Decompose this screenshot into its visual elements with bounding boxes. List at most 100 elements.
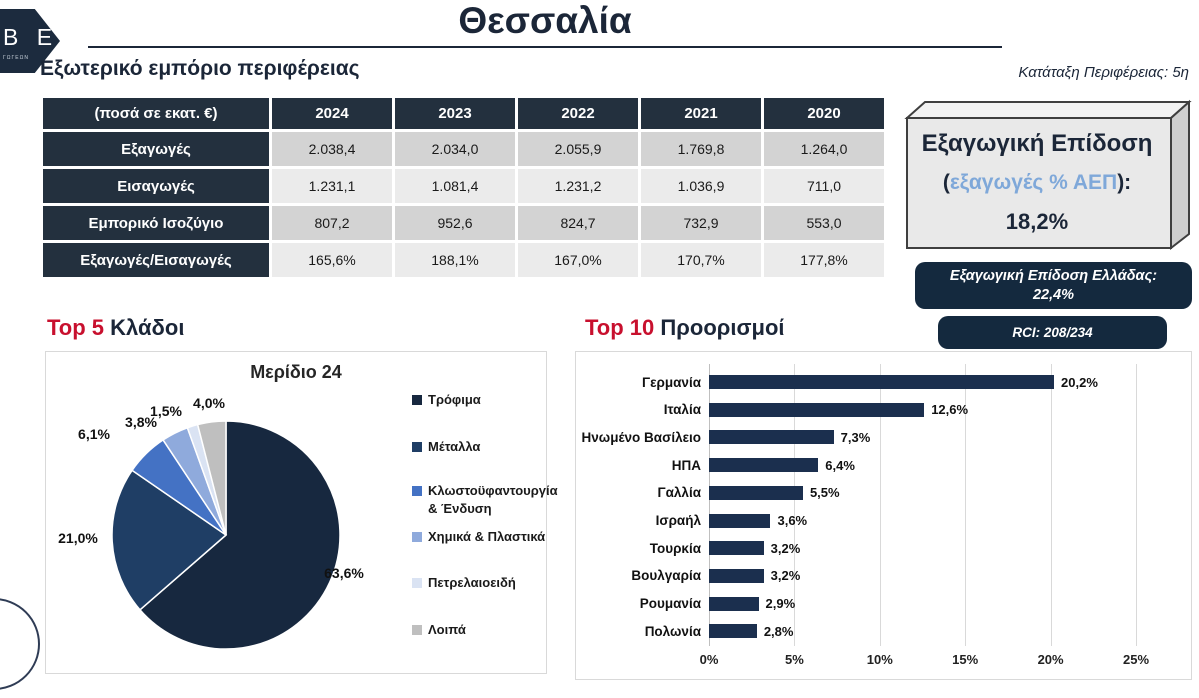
bar-row: Γαλλία 5,5% xyxy=(576,479,1176,507)
bar-row: Τουρκία 3,2% xyxy=(576,534,1176,562)
table-cell: 711,0 xyxy=(764,169,884,203)
table-year-header: 2024 xyxy=(272,98,392,129)
logo-text: B E xyxy=(3,24,59,50)
x-axis-tick-label: 10% xyxy=(866,652,893,667)
destinations-heading: Top 10 Προορισμοί xyxy=(585,315,785,340)
table-row: Εμπορικό Ισοζύγιο 807,2 952,6 824,7 732,9 553… xyxy=(43,206,884,240)
sectors-pie-chart: Μερίδιο 24 63,6% 21,0% 6,1% 3,8% 1,5% 4,0% Τρ… xyxy=(45,351,558,674)
pie-percent-label: 4,0% xyxy=(193,395,225,411)
table-cell: 1.769,8 xyxy=(641,132,761,166)
pie-graphic xyxy=(111,420,341,650)
bar-category-label: Ιταλία xyxy=(663,402,701,418)
table-cell: 553,0 xyxy=(764,206,884,240)
sectors-heading: Top 5 Κλάδοι xyxy=(47,315,185,340)
bar-row: Γερμανία 20,2% xyxy=(576,368,1176,396)
x-axis-tick-label: 5% xyxy=(784,652,804,667)
legend-item: Τρόφιμα xyxy=(412,391,552,409)
title-underline xyxy=(88,46,1002,48)
table-row-label: Εξαγωγές xyxy=(43,132,269,166)
table-corner-header: (ποσά σε εκατ. €) xyxy=(43,98,269,129)
table-cell: 824,7 xyxy=(518,206,638,240)
table-row: Εξαγωγές 2.038,4 2.034,0 2.055,9 1.769,8 1.26… xyxy=(43,132,884,166)
page-number-circle xyxy=(0,598,40,690)
table-row-label: Εμπορικό Ισοζύγιο xyxy=(43,206,269,240)
table-cell: 165,6% xyxy=(272,243,392,277)
export-performance-subtitle: (εξαγωγές % ΑΕΠ): xyxy=(942,171,1132,194)
pie-percent-label: 3,8% xyxy=(125,414,157,430)
gridline xyxy=(1050,364,1052,646)
export-performance-box: Εξαγωγική Επίδοση (εξαγωγές % ΑΕΠ): 18,2… xyxy=(903,98,1193,256)
bar-fill xyxy=(709,402,925,417)
logo-subtext: ΓΩΓΕΩΝ xyxy=(3,55,29,61)
region-rank-label: Κατάταξη Περιφέρειας: 5η xyxy=(1018,64,1189,81)
section-title: Εξωτερικό εμπόριο περιφέρειας xyxy=(40,57,360,80)
legend-swatch-icon xyxy=(412,395,422,405)
bar-fill xyxy=(709,375,1055,389)
trade-table-header: (ποσά σε εκατ. €) 2024 2023 2022 2021 2020 xyxy=(43,98,884,129)
table-cell: 2.034,0 xyxy=(395,132,515,166)
table-row-label: Εισαγωγές xyxy=(43,169,269,203)
box3d-shape xyxy=(904,99,1192,251)
table-cell: 1.264,0 xyxy=(764,132,884,166)
bar-value-label: 20,2% xyxy=(1061,374,1098,390)
pie-chart-title: Μερίδιο 24 xyxy=(250,362,342,382)
bar-category-label: Γερμανία xyxy=(642,374,701,390)
bar-value-label: 7,3% xyxy=(840,429,871,445)
greece-performance-pill: Εξαγωγική Επίδοση Ελλάδας: 22,4% xyxy=(915,262,1192,309)
legend-label: Χημικά & Πλαστικά xyxy=(428,529,546,544)
export-performance-title: Εξαγωγική Επίδοση xyxy=(921,129,1153,157)
bar-fill xyxy=(709,485,803,500)
bar-value-label: 2,9% xyxy=(765,596,796,612)
legend-label: Λοιπά xyxy=(428,622,466,637)
bar-fill xyxy=(709,430,834,445)
bar-fill xyxy=(709,624,757,639)
pie-percent-label: 6,1% xyxy=(78,426,110,442)
table-row-label: Εξαγωγές/Εισαγωγές xyxy=(43,243,269,277)
legend-label: Μέταλλα xyxy=(428,439,481,454)
bar-value-label: 12,6% xyxy=(931,402,969,418)
bar-row: Ρουμανία 2,9% xyxy=(576,590,1176,618)
trade-table: (ποσά σε εκατ. €) 2024 2023 2022 2021 2020 Εξ… xyxy=(40,95,887,280)
gridline xyxy=(1136,364,1137,646)
legend-swatch-icon xyxy=(412,625,422,635)
legend-swatch-icon xyxy=(412,578,422,588)
table-cell: 1.231,2 xyxy=(518,169,638,203)
rci-value: RCI: 208/234 xyxy=(1012,325,1093,340)
pie-percent-label: 1,5% xyxy=(150,403,182,419)
table-cell: 188,1% xyxy=(395,243,515,277)
table-cell: 2.055,9 xyxy=(518,132,638,166)
table-row: Εισαγωγές 1.231,1 1.081,4 1.231,2 1.036,9 711… xyxy=(43,169,884,203)
table-cell: 2.038,4 xyxy=(272,132,392,166)
bar-value-label: 2,8% xyxy=(763,623,794,639)
legend-item: Πετρελαιοειδή xyxy=(412,574,552,592)
x-axis-tick-label: 25% xyxy=(1122,652,1150,667)
x-axis-tick-label: 15% xyxy=(952,652,979,667)
bar-fill xyxy=(709,541,764,556)
bar-row: Βουλγαρία 3,2% xyxy=(576,562,1176,590)
pie-slice xyxy=(196,420,227,536)
legend-item: Χημικά & Πλαστικά xyxy=(412,528,552,546)
bar-category-label: Γαλλία xyxy=(657,485,701,501)
bar-category-label: Τουρκία xyxy=(649,540,701,556)
table-year-header: 2020 xyxy=(764,98,884,129)
bar-category-label: ΗΠΑ xyxy=(671,457,701,473)
bar-category-label: Βουλγαρία xyxy=(631,568,701,584)
table-cell: 807,2 xyxy=(272,206,392,240)
bar-category-label: Ηνωμένο Βασίλειο xyxy=(581,429,701,445)
bar-category-label: Ισραήλ xyxy=(655,513,701,528)
pie-slice xyxy=(111,469,228,611)
bar-row: ΗΠΑ 6,4% xyxy=(576,451,1176,479)
table-year-header: 2021 xyxy=(641,98,761,129)
legend-label: Κλωστοϋφαντουργία & Ένδυση xyxy=(428,483,558,516)
table-cell: 170,7% xyxy=(641,243,761,277)
gridline xyxy=(794,364,796,646)
x-axis-tick-label: 0% xyxy=(699,652,719,667)
legend-swatch-icon xyxy=(412,486,422,496)
bar-value-label: 3,2% xyxy=(770,540,801,556)
table-year-header: 2022 xyxy=(518,98,638,129)
table-cell: 732,9 xyxy=(641,206,761,240)
bar-fill xyxy=(709,596,759,611)
bar-value-label: 5,5% xyxy=(809,485,840,501)
bar-value-label: 3,2% xyxy=(770,568,801,584)
bar-fill xyxy=(709,458,819,473)
